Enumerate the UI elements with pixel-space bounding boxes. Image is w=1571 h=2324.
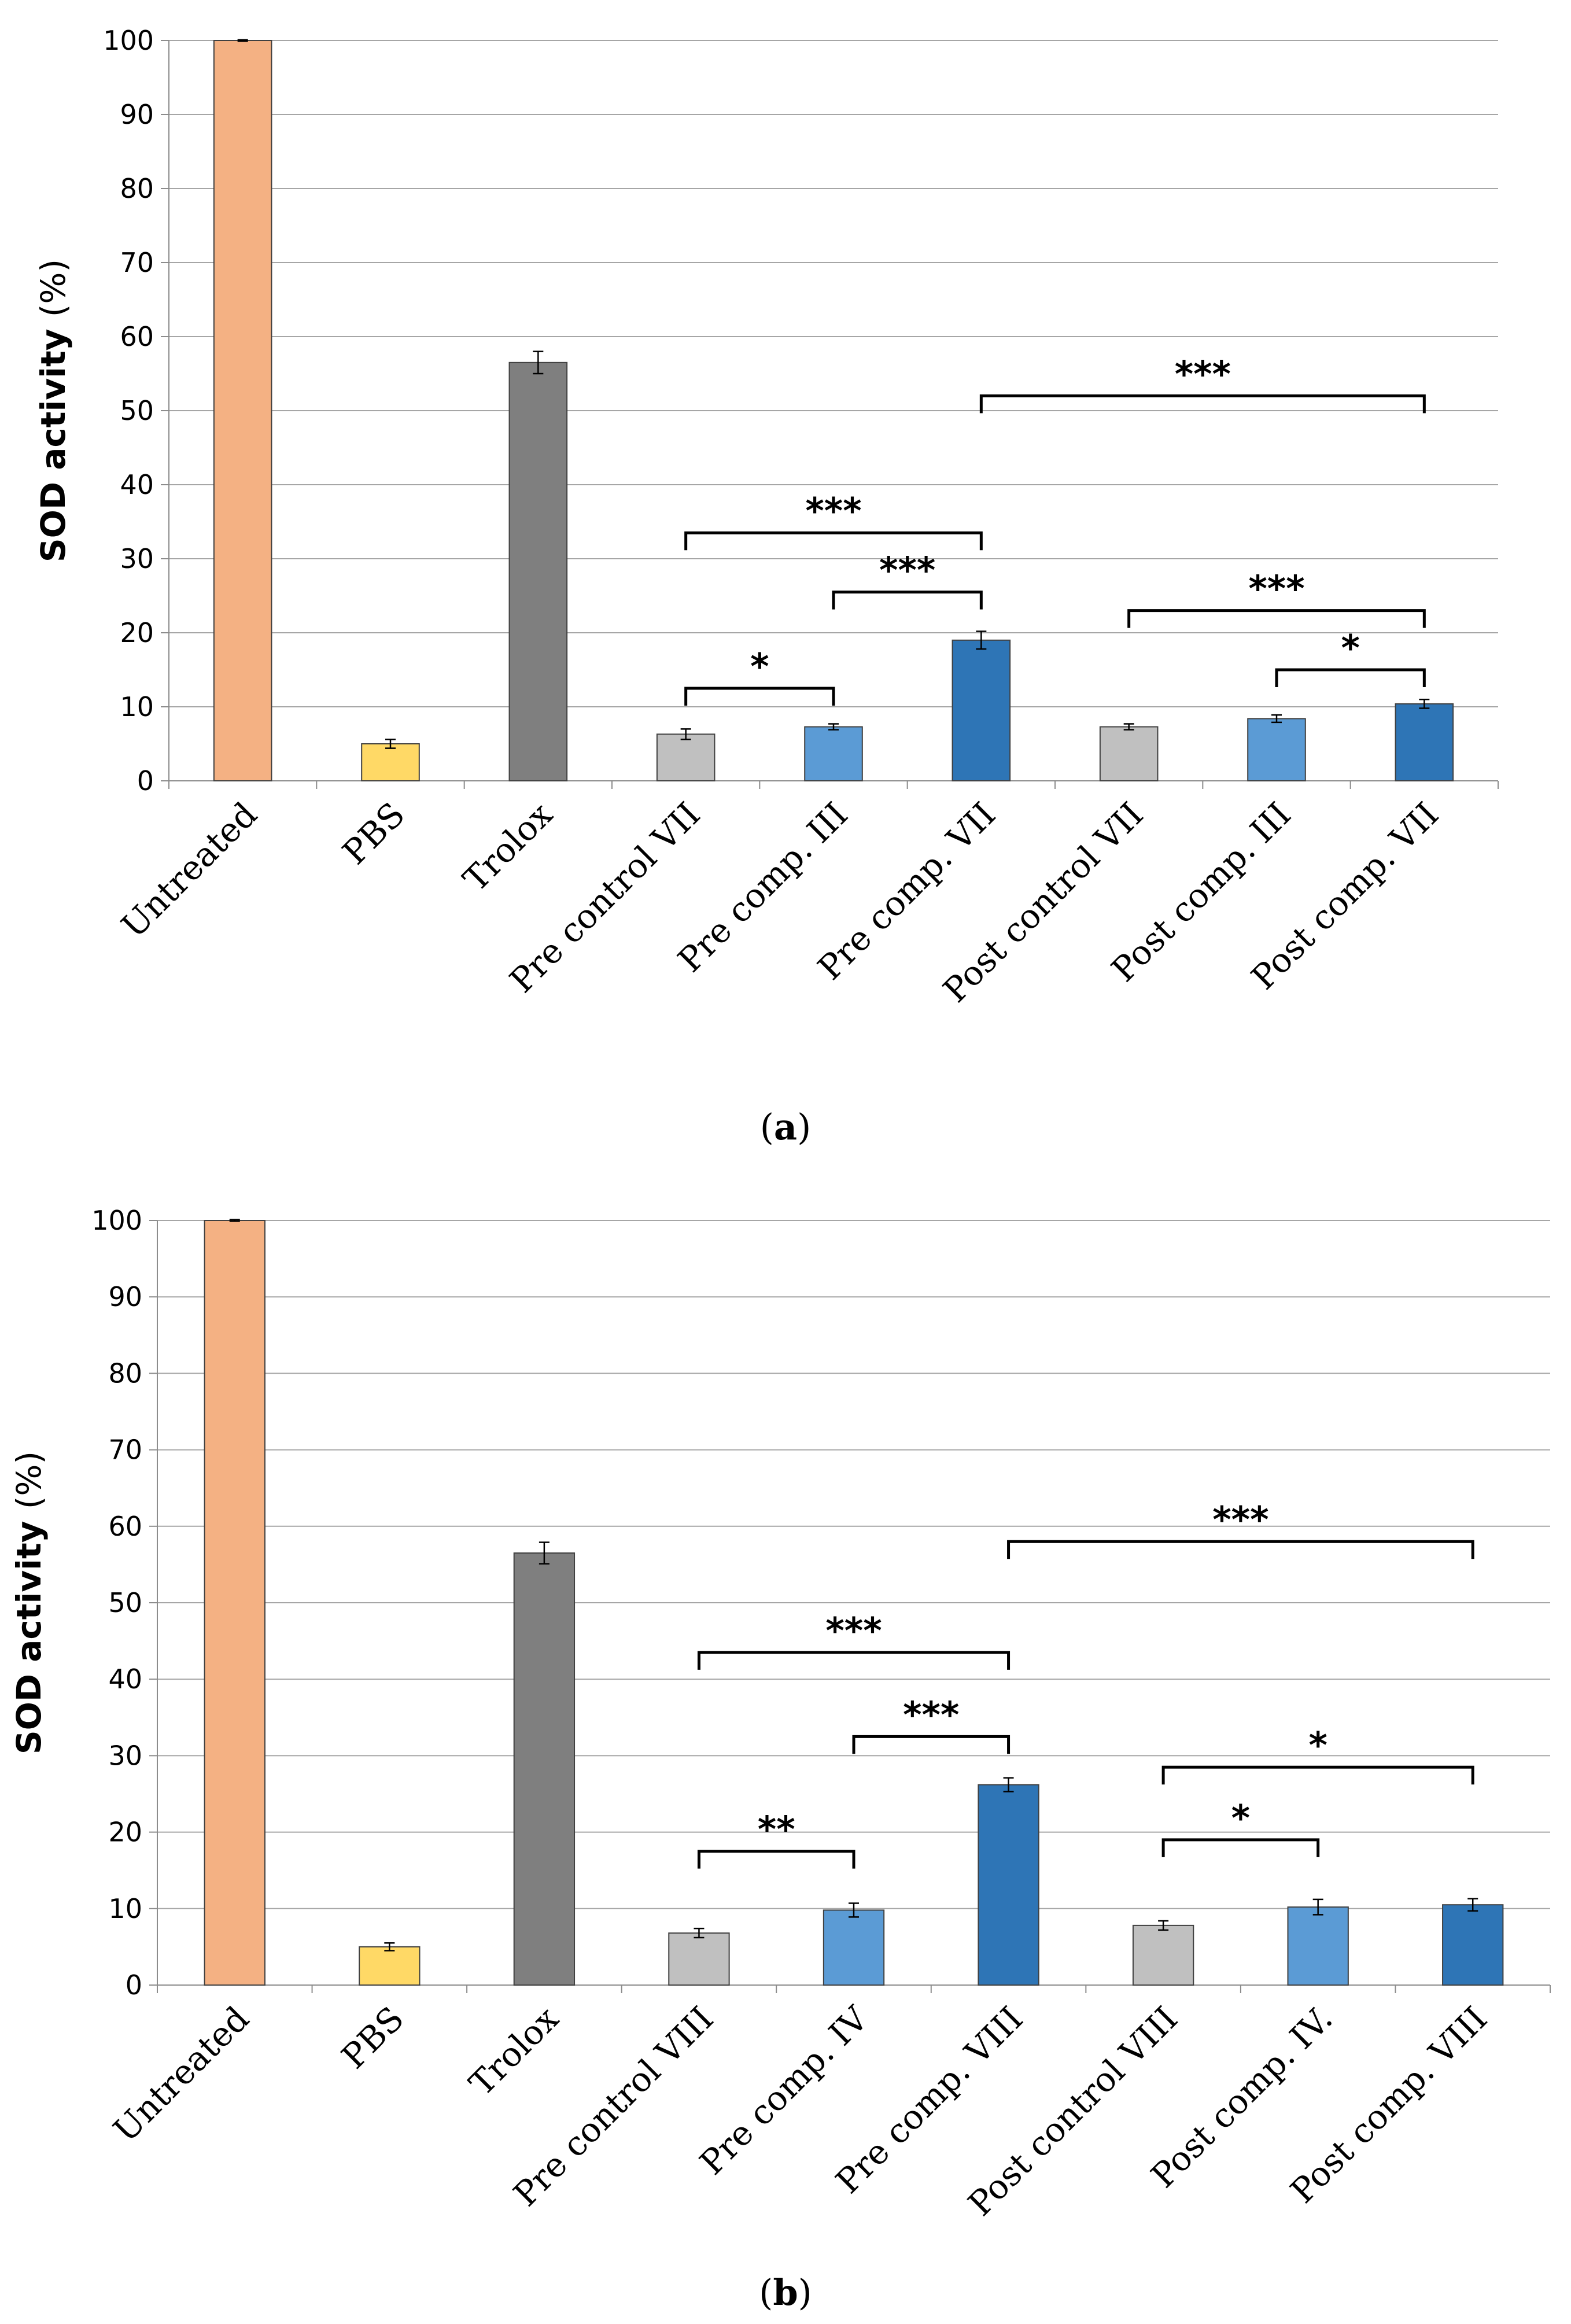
bar-post-comp-viii — [1442, 1904, 1504, 1986]
x-tick-label: Trolox — [456, 795, 560, 899]
y-tick-label: 90 — [120, 99, 154, 130]
x-tick-label: PBS — [335, 795, 412, 872]
bar-post-comp-vii — [1395, 703, 1454, 781]
y-tick-label: 30 — [108, 1740, 142, 1771]
bar-pbs — [359, 1946, 421, 1986]
y-tick-label: 10 — [108, 1893, 142, 1924]
bar-pre-comp-vii — [952, 639, 1011, 782]
x-tick-label: Untreated — [114, 795, 265, 946]
significance-bracket — [684, 687, 835, 706]
y-tick-label: 10 — [120, 691, 154, 722]
y-tick-label: 70 — [108, 1434, 142, 1466]
y-tick-label: 60 — [120, 321, 154, 352]
significance-bracket — [1161, 1765, 1474, 1785]
bar-trolox — [513, 1552, 576, 1986]
bar-post-control-viii — [1132, 1924, 1194, 1986]
bar-pre-control-viii — [668, 1932, 730, 1986]
bar-pre-comp-iii — [804, 726, 863, 782]
significance-label: *** — [1248, 568, 1304, 610]
x-tick-label: Trolox — [462, 1999, 566, 2104]
significance-bracket — [684, 531, 983, 551]
significance-bracket — [979, 394, 1426, 414]
significance-label: * — [1308, 1724, 1327, 1766]
significance-bracket — [697, 1651, 1011, 1670]
significance-bracket — [1275, 668, 1426, 687]
significance-bracket — [1127, 609, 1426, 628]
bar-trolox — [508, 361, 568, 781]
significance-bracket — [1007, 1540, 1474, 1559]
y-axis-label: SOD activity (%) — [9, 1451, 49, 1754]
bar-untreated — [204, 1220, 265, 1986]
chart-panel-b: 0 10 20 30 40 50 60 70 80 90 100 Untreated PBS Trolox… — [9, 1205, 1551, 2314]
y-tick-label: 70 — [120, 247, 154, 278]
significance-label: *** — [805, 490, 861, 532]
significance-label: *** — [903, 1694, 959, 1736]
bar-post-control-vii — [1099, 726, 1159, 782]
significance-label: *** — [1212, 1499, 1268, 1541]
y-tick-label: 50 — [120, 395, 154, 426]
bar-post-comp-iv — [1287, 1906, 1349, 1986]
significance-bracket — [1161, 1838, 1320, 1857]
y-tick-label: 100 — [103, 25, 154, 56]
y-tick-label: 40 — [120, 469, 154, 500]
significance-label: * — [1231, 1797, 1250, 1839]
y-tick-label: 50 — [108, 1587, 142, 1618]
y-tick-label: 40 — [108, 1663, 142, 1695]
y-tick-label: 30 — [120, 543, 154, 574]
bar-pbs — [361, 743, 420, 781]
significance-label: *** — [825, 1610, 882, 1652]
significance-label: *** — [879, 549, 935, 592]
significance-bracket — [697, 1850, 855, 1869]
significance-label: * — [750, 645, 769, 688]
significance-label: *** — [1175, 353, 1231, 395]
y-axis-label: SOD activity (%) — [34, 259, 73, 562]
y-tick-label: 20 — [120, 617, 154, 648]
bar-untreated — [213, 40, 272, 781]
bar-pre-comp-iv — [823, 1909, 885, 1986]
y-tick-label: 0 — [137, 765, 154, 796]
significance-label: * — [1341, 627, 1359, 669]
y-tick-label: 0 — [126, 1969, 142, 2001]
bar-pre-control-vii — [656, 733, 716, 781]
x-tick-label: PBS — [334, 1999, 411, 2076]
significance-bracket — [832, 591, 983, 610]
bar-post-comp-iii — [1247, 718, 1306, 781]
panel-label: (b) — [759, 2271, 812, 2314]
x-tick-label: Untreated — [106, 1999, 257, 2150]
chart-panel-a: 0 10 20 30 40 50 60 70 80 90 100 Untreated PBS Trolox… — [34, 25, 1499, 1148]
y-tick-label: 100 — [91, 1205, 142, 1236]
y-tick-label: 60 — [108, 1511, 142, 1542]
y-tick-label: 20 — [108, 1817, 142, 1848]
bar-pre-comp-viii — [978, 1784, 1039, 1986]
y-tick-label: 80 — [108, 1357, 142, 1389]
panel-label: (a) — [760, 1106, 812, 1148]
y-tick-label: 90 — [108, 1281, 142, 1312]
significance-bracket — [852, 1735, 1011, 1754]
significance-label: ** — [758, 1809, 795, 1851]
y-tick-label: 80 — [120, 173, 154, 204]
